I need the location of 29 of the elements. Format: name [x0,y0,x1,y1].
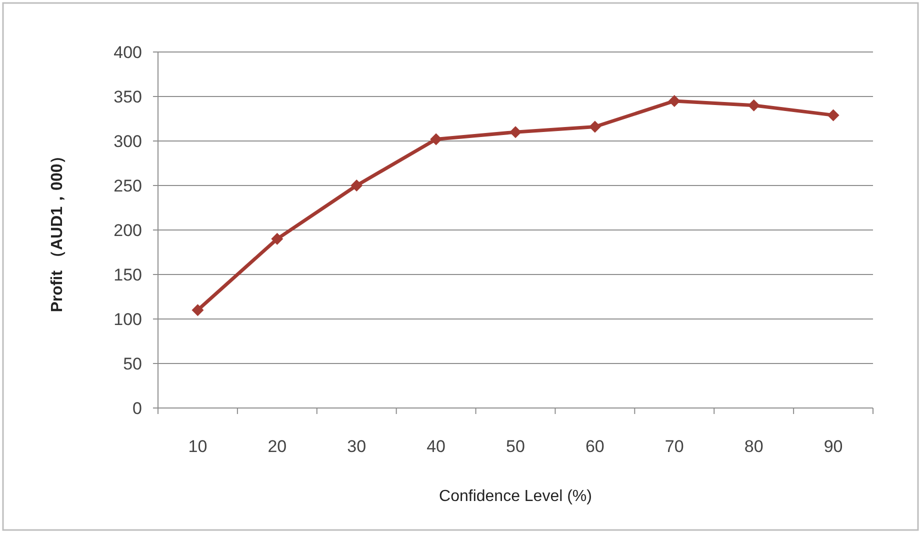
x-tick-label: 60 [585,437,604,456]
x-tick-label: 40 [426,437,446,456]
y-tick-label: 200 [114,220,142,240]
x-tick-label: 10 [188,437,208,456]
point [430,133,442,146]
point [748,99,760,112]
y-tick-label: 300 [114,132,142,151]
x-tick-label: 90 [824,437,843,456]
y-tick-label: 350 [114,87,142,106]
x-tick-label: 20 [268,437,287,456]
y-tick-label: 400 [114,42,142,62]
point [192,304,204,316]
point [510,126,522,138]
y-tick-label: 0 [132,398,142,418]
x-tick-label: 50 [506,437,525,456]
x-axis-title: Confidence Level (%) [439,488,592,505]
y-tick-label: 150 [114,265,142,284]
y-tick-label: 50 [123,354,142,374]
point [271,232,284,245]
point [827,109,840,122]
x-tick-label: 80 [744,437,764,456]
x-tick-label: 30 [347,437,366,456]
point [350,180,363,192]
point [668,94,680,107]
y-tick-label: 250 [114,176,142,196]
x-tick-label: 70 [664,437,684,456]
y-axis-title: Profit （AUD1，000） [49,148,66,312]
point [588,120,601,133]
y-tick-label: 100 [114,310,142,329]
